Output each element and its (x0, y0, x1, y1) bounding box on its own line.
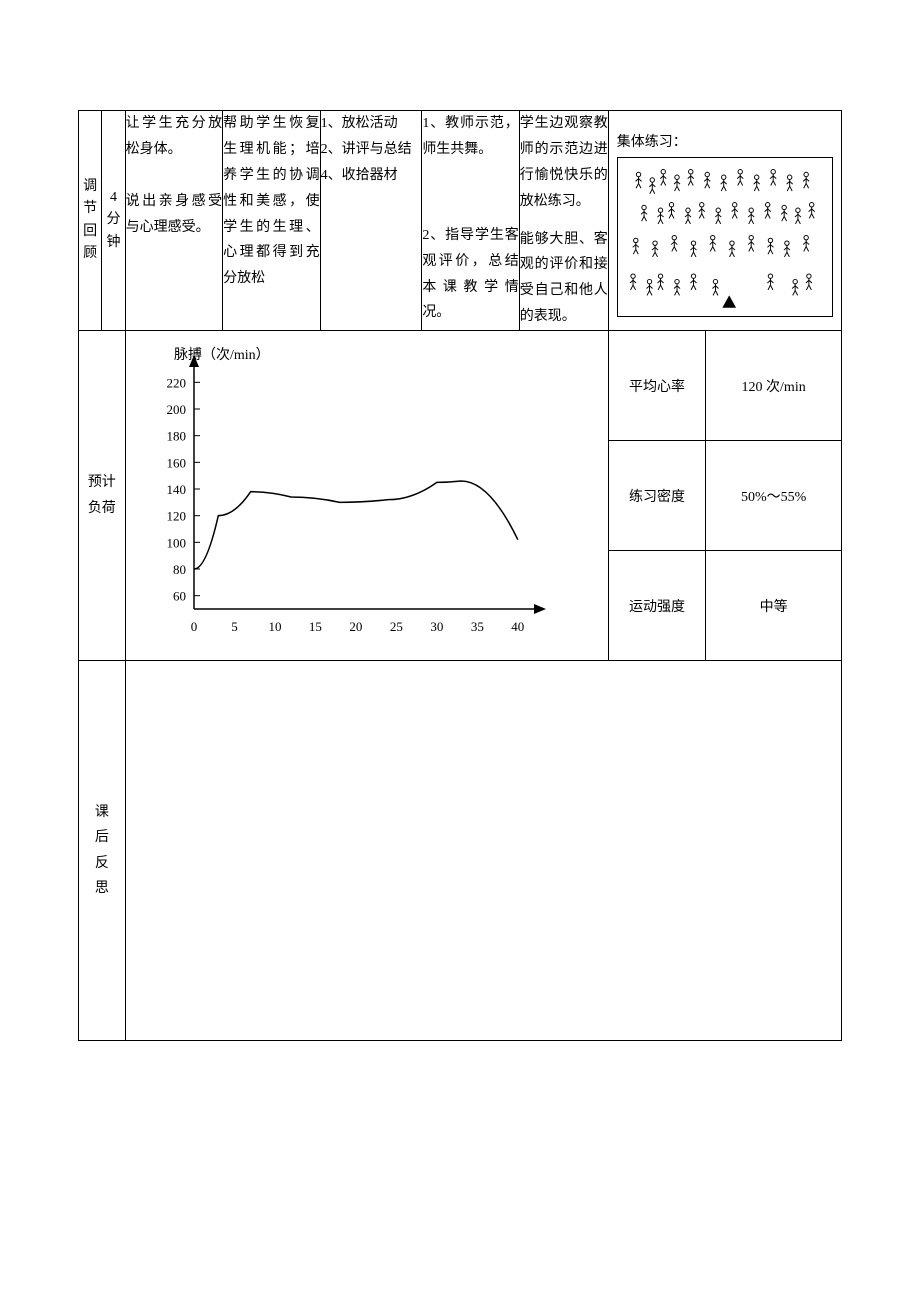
load-row-label: 预计负荷 (79, 331, 126, 661)
svg-text:5: 5 (231, 619, 238, 634)
svg-text:30: 30 (430, 619, 443, 634)
svg-text:10: 10 (268, 619, 281, 634)
svg-text:180: 180 (166, 429, 186, 444)
lesson-plan-table: 调节回顾 4分钟 让学生充分放松身体。 说出亲身感受与心理感受。 帮助学生恢复生… (78, 110, 842, 1041)
time-label-text: 4分钟 (104, 187, 122, 254)
cell-student: 学生边观察教师的示范边进行愉悦快乐的放松练习。 能够大胆、客观的评价和接受自己和… (519, 111, 608, 331)
cell-teacher: 1、教师示范，师生共舞。 2、指导学生客观评价，总结本课教学情况。 (422, 111, 519, 331)
cell-activity: 1、放松活动 2、讲评与总结 4、收拾器材 (320, 111, 422, 331)
svg-text:220: 220 (166, 375, 186, 390)
page: 调节回顾 4分钟 让学生充分放松身体。 说出亲身感受与心理感受。 帮助学生恢复生… (0, 0, 920, 1081)
pulse-chart: 脉搏（次/min） 60 80 100 120 140 160 180 200 220 0 5 10 15… (134, 339, 554, 649)
text: 1、放松活动 (321, 111, 422, 137)
metric-label-density: 练习密度 (608, 441, 705, 551)
svg-text:0: 0 (190, 619, 197, 634)
reflect-label-text: 课后反思 (83, 800, 121, 901)
text: 能够大胆、客观的评价和接受自己和他人的表现。 (520, 227, 608, 331)
text: 让学生充分放松身体。 说出亲身感受与心理感受。 (126, 111, 222, 240)
metric-value-hr: 120 次/min (706, 331, 842, 441)
svg-text:80: 80 (173, 562, 186, 577)
text: 1、教师示范，师生共舞。 (422, 111, 518, 163)
section-row-reflect: 课后反思 (79, 661, 842, 1041)
svg-text:25: 25 (390, 619, 403, 634)
cell-goal-1: 让学生充分放松身体。 说出亲身感受与心理感受。 (125, 111, 222, 331)
load-label-text: 预计负荷 (83, 470, 121, 520)
formation-diagram (617, 157, 833, 317)
metric-label-hr: 平均心率 (608, 331, 705, 441)
section-row-load-1: 预计负荷 脉搏（次/min）60801001201401601802002200… (79, 331, 842, 441)
metric-value-density: 50%～55% (706, 441, 842, 551)
reflect-content (125, 661, 841, 1041)
section-row-review: 调节回顾 4分钟 让学生充分放松身体。 说出亲身感受与心理感受。 帮助学生恢复生… (79, 111, 842, 331)
svg-text:脉搏（次/min）: 脉搏（次/min） (174, 346, 270, 363)
metric-label-intensity: 运动强度 (608, 551, 705, 661)
svg-text:35: 35 (470, 619, 483, 634)
text: 4、收拾器材 (321, 163, 422, 189)
text: 学生边观察教师的示范边进行愉悦快乐的放松练习。 (520, 111, 608, 215)
section-label: 调节回顾 (79, 111, 102, 331)
svg-text:15: 15 (309, 619, 322, 634)
cell-formation: 集体练习： (608, 111, 841, 331)
time-label: 4分钟 (102, 111, 125, 331)
svg-text:200: 200 (166, 402, 186, 417)
svg-text:120: 120 (166, 509, 186, 524)
text: 2、指导学生客观评价，总结本课教学情况。 (422, 223, 518, 327)
text: 2、讲评与总结 (321, 137, 422, 163)
svg-text:40: 40 (511, 619, 524, 634)
svg-text:160: 160 (166, 455, 186, 470)
metric-value-intensity: 中等 (706, 551, 842, 661)
svg-text:20: 20 (349, 619, 362, 634)
reflect-label: 课后反思 (79, 661, 126, 1041)
formation-svg (618, 158, 832, 316)
section-label-text: 调节回顾 (81, 176, 99, 266)
svg-text:140: 140 (166, 482, 186, 497)
svg-text:60: 60 (173, 589, 186, 604)
text: 帮助学生恢复生理机能；培养学生的协调性和美感，使学生的生理、心理都得到充分放松 (223, 111, 319, 292)
pulse-chart-cell: 脉搏（次/min） 60 80 100 120 140 160 180 200 220 0 5 10 15… (125, 331, 608, 661)
svg-text:100: 100 (166, 535, 186, 550)
formation-label: 集体练习： (617, 131, 833, 151)
cell-goal-2: 帮助学生恢复生理机能；培养学生的协调性和美感，使学生的生理、心理都得到充分放松 (223, 111, 320, 331)
